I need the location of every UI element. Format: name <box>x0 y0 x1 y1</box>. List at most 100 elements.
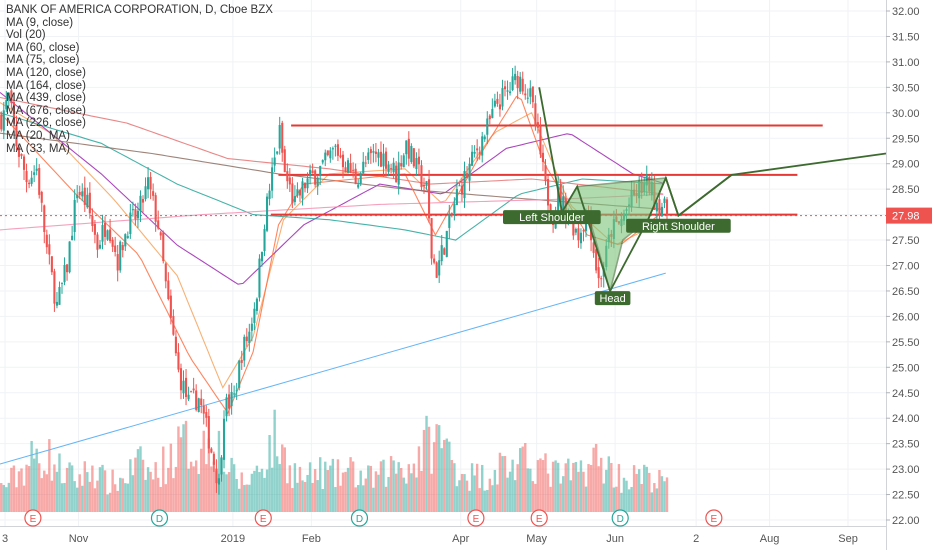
y-tick-label: 22.00 <box>892 515 920 527</box>
candle-body <box>81 191 84 197</box>
indicator-label[interactable]: MA (226, close) <box>6 117 86 130</box>
volume-bar <box>579 460 583 512</box>
candle-body <box>395 165 398 183</box>
indicator-label[interactable]: MA (439, close) <box>6 92 86 105</box>
volume-bar <box>55 471 59 512</box>
indicator-label[interactable]: MA (60, close) <box>6 41 80 54</box>
volume-bar <box>210 466 213 512</box>
earnings-marker <box>24 509 42 527</box>
volume-bar <box>303 481 307 512</box>
volume-bar <box>81 485 84 512</box>
volume-bar <box>313 469 317 512</box>
volume-bar <box>124 483 127 512</box>
candle-body <box>430 218 433 259</box>
volume-bar <box>508 471 512 512</box>
volume-bar <box>296 482 299 512</box>
candle-body <box>149 176 152 190</box>
volume-bar <box>394 473 398 512</box>
volume-bar <box>351 461 355 512</box>
chart-title[interactable]: BANK OF AMERICA CORPORATION, D, Cboe BZX <box>6 4 273 16</box>
volume-bar <box>70 465 74 512</box>
candle-body <box>493 100 496 107</box>
volume-bar <box>308 462 312 512</box>
candle-body <box>162 232 165 262</box>
indicator-label[interactable]: Vol (20) <box>6 29 46 42</box>
candle-body <box>5 100 8 110</box>
indicator-label[interactable]: MA (120, close) <box>6 66 86 79</box>
candle-body <box>400 163 403 167</box>
candle-body <box>311 170 314 174</box>
volume-bar <box>374 471 378 512</box>
candle-body <box>212 453 215 465</box>
volume-bar <box>546 473 550 512</box>
volume-bar <box>35 448 38 512</box>
candle-body <box>88 192 91 214</box>
volume-bar <box>440 448 443 512</box>
candle-body <box>159 232 162 236</box>
volume-bar <box>329 465 332 512</box>
candle-body <box>45 234 48 248</box>
indicator-label[interactable]: MA (9, close) <box>6 16 74 29</box>
volume-bar <box>139 446 142 512</box>
candle-body <box>352 169 355 171</box>
volume-bar <box>468 490 471 512</box>
candle-body <box>486 118 489 135</box>
volume-bar <box>253 470 256 512</box>
indicator-label[interactable]: MA (20, MA) <box>6 129 70 142</box>
candle-body <box>207 416 210 449</box>
trend-line <box>0 272 666 465</box>
candle-body <box>425 181 428 186</box>
volume-bar <box>235 479 238 512</box>
volume-bar <box>349 457 352 512</box>
candle-body <box>28 182 31 185</box>
volume-bar <box>68 462 71 512</box>
volume-bar <box>336 459 340 512</box>
candle-body <box>283 149 286 173</box>
candle-body <box>187 394 190 400</box>
candle-body <box>516 75 519 89</box>
volume-bar <box>412 463 416 512</box>
indicator-label[interactable]: MA (33, MA) <box>6 142 70 155</box>
candle-body <box>291 183 294 204</box>
y-tick-label: 30.00 <box>892 108 920 120</box>
moving-average-line <box>0 96 664 195</box>
x-tick-label: 3 <box>2 533 8 545</box>
indicator-label[interactable]: MA (164, close) <box>6 79 86 92</box>
volume-bar <box>86 472 89 512</box>
indicator-label[interactable]: MA (75, close) <box>6 54 80 67</box>
marker-label: E <box>473 514 480 525</box>
candle-body <box>129 212 132 235</box>
volume-bar <box>278 464 281 512</box>
candle-body <box>321 160 324 163</box>
x-tick-label: Sep <box>838 533 858 545</box>
volume-bar <box>648 472 651 512</box>
volume-bar <box>354 487 357 512</box>
candle-body <box>314 170 317 185</box>
volume-bar <box>620 492 623 512</box>
volume-bar <box>524 443 527 512</box>
candle-body <box>20 153 23 156</box>
candle-body <box>119 241 122 271</box>
indicator-label[interactable]: MA (676, close) <box>6 104 86 117</box>
candle-body <box>521 78 524 92</box>
x-tick-label: Aug <box>760 533 780 545</box>
candle-body <box>200 398 203 406</box>
candle-body <box>238 360 241 388</box>
volume-bar <box>511 459 514 512</box>
candle-body <box>471 151 474 166</box>
volume-bar <box>397 462 400 512</box>
earnings-marker <box>530 509 548 527</box>
candle-body <box>544 165 547 181</box>
volume-bar <box>486 489 489 512</box>
y-tick-label: 27.50 <box>892 235 920 247</box>
candle-body <box>288 177 291 185</box>
candle-body <box>347 160 350 173</box>
candle-body <box>174 336 177 354</box>
volume-bar <box>263 477 266 512</box>
volume-bar <box>473 475 476 512</box>
candle-body <box>572 215 575 236</box>
y-tick-label: 31.50 <box>892 31 920 43</box>
candle-body <box>268 190 271 199</box>
